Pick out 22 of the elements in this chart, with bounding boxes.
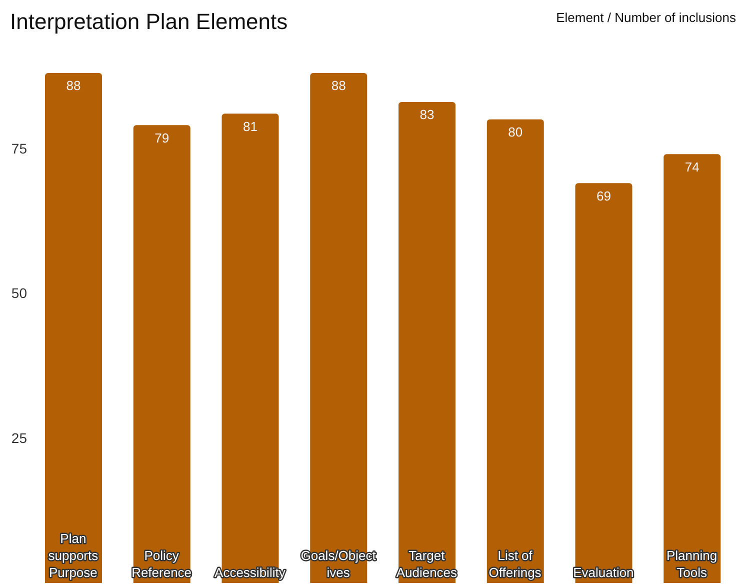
data-label: 83 <box>420 107 434 122</box>
data-label: 88 <box>331 78 346 94</box>
bar <box>486 119 544 583</box>
bar <box>133 125 190 583</box>
bar <box>45 73 102 583</box>
y-tick-label: 50 <box>11 285 28 302</box>
y-tick-label: 25 <box>11 430 28 446</box>
data-label: 74 <box>684 159 700 174</box>
text: Element / Number of inclusions <box>556 10 736 25</box>
data-label: 81 <box>243 118 258 134</box>
y-tick-label: 75 <box>11 140 28 156</box>
data-label: 88 <box>66 78 81 94</box>
data-label: 79 <box>154 130 170 146</box>
bar <box>664 154 721 583</box>
x-tick-label: Plan supports Purpose <box>48 531 99 580</box>
data-label: 69 <box>596 188 611 204</box>
x-tick-label: Planning Tools <box>666 548 718 580</box>
bar <box>575 183 632 583</box>
data-label: 80 <box>508 124 523 140</box>
x-tick-label: List of Offerings <box>488 548 542 580</box>
bar <box>398 102 456 583</box>
chart-title: Interpretation Plan Elements <box>10 9 288 35</box>
